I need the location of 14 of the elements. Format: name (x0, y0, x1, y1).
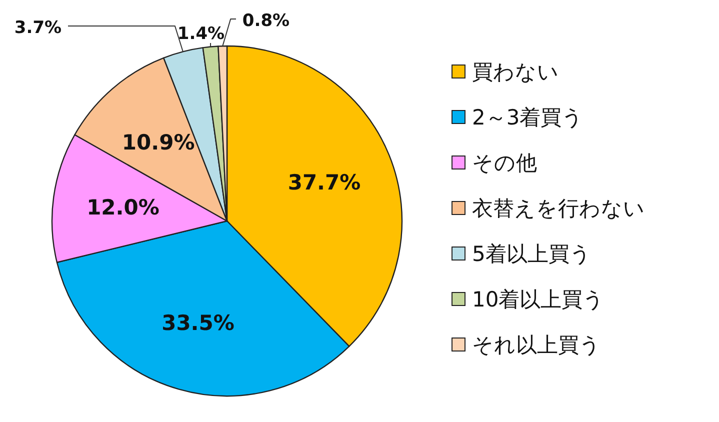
legend-label: 5着以上買う (472, 242, 592, 266)
data-label: 10.9% (122, 130, 195, 155)
legend-label: 衣替えを行わない (472, 196, 645, 220)
data-label: 12.0% (86, 196, 160, 220)
legend-label: その他 (472, 151, 537, 175)
data-label: 37.7% (288, 170, 361, 194)
data-label: 3.7% (14, 18, 62, 38)
legend-label: それ以上買う (472, 333, 601, 357)
legend-label: 2～3着買う (472, 106, 584, 130)
data-label: 33.5% (162, 310, 234, 335)
data-label: 1.4% (177, 24, 225, 44)
legend-label: 10着以上買う (472, 288, 605, 312)
legend-label: 買わない (472, 60, 559, 84)
data-label: 0.8% (242, 11, 290, 31)
